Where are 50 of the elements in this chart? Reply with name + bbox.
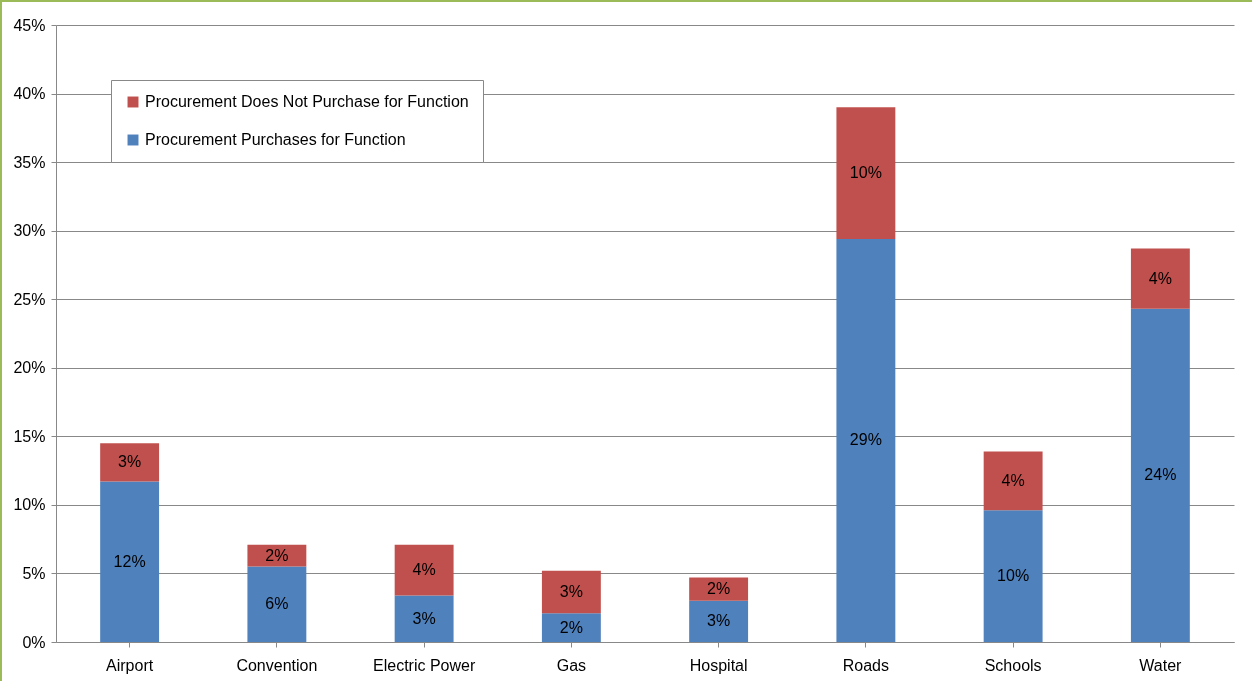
bar (100, 481, 160, 642)
bar (394, 595, 454, 642)
data-label: 3% (559, 582, 583, 600)
bar (541, 570, 601, 614)
x-tick-label: Schools (984, 656, 1042, 674)
y-tick-label: 10% (13, 496, 46, 514)
data-label: 3% (707, 612, 731, 630)
bar (836, 107, 896, 239)
bar (836, 238, 896, 642)
data-label: 12% (113, 552, 146, 570)
data-label: 4% (1148, 269, 1172, 287)
bar (983, 510, 1043, 642)
bar (100, 443, 160, 482)
x-tick-label: Electric Power (373, 656, 476, 674)
x-tick-label: Roads (842, 656, 889, 674)
x-tick-label: Water (1139, 656, 1183, 674)
legend-label: Procurement Purchases for Function (145, 131, 406, 148)
data-label: 10% (997, 567, 1030, 585)
y-tick-label: 15% (13, 427, 46, 445)
y-tick-label: 30% (13, 222, 46, 240)
y-tick-label: 0% (22, 633, 46, 651)
y-tick-label: 40% (13, 85, 46, 103)
y-tick-label: 5% (22, 564, 46, 582)
bar (541, 613, 601, 642)
bar (689, 600, 749, 642)
data-label: 24% (1144, 466, 1177, 484)
data-label: 4% (1001, 471, 1025, 489)
data-label: 3% (118, 453, 142, 471)
x-tick-label: Hospital (689, 656, 748, 674)
y-tick-label: 45% (13, 16, 46, 34)
data-label: 6% (265, 595, 289, 613)
data-label: 3% (412, 609, 436, 627)
bar (394, 544, 454, 596)
data-label: 4% (412, 561, 436, 579)
bar (1130, 248, 1190, 309)
data-label: 29% (849, 431, 882, 449)
data-label: 2% (707, 580, 731, 598)
y-tick-label: 25% (13, 290, 46, 308)
y-tick-label: 20% (13, 359, 46, 377)
bar (983, 451, 1043, 511)
bar (247, 566, 307, 642)
data-label: 10% (849, 164, 882, 182)
data-label: 2% (265, 546, 289, 564)
x-tick-label: Gas (556, 656, 587, 674)
legend-label: Procurement Does Not Purchase for Function (145, 93, 469, 110)
data-label: 2% (559, 618, 583, 636)
x-tick-label: Convention (236, 656, 318, 674)
bar (1130, 308, 1190, 642)
x-tick-label: Airport (106, 656, 154, 674)
y-tick-label: 35% (13, 153, 46, 171)
